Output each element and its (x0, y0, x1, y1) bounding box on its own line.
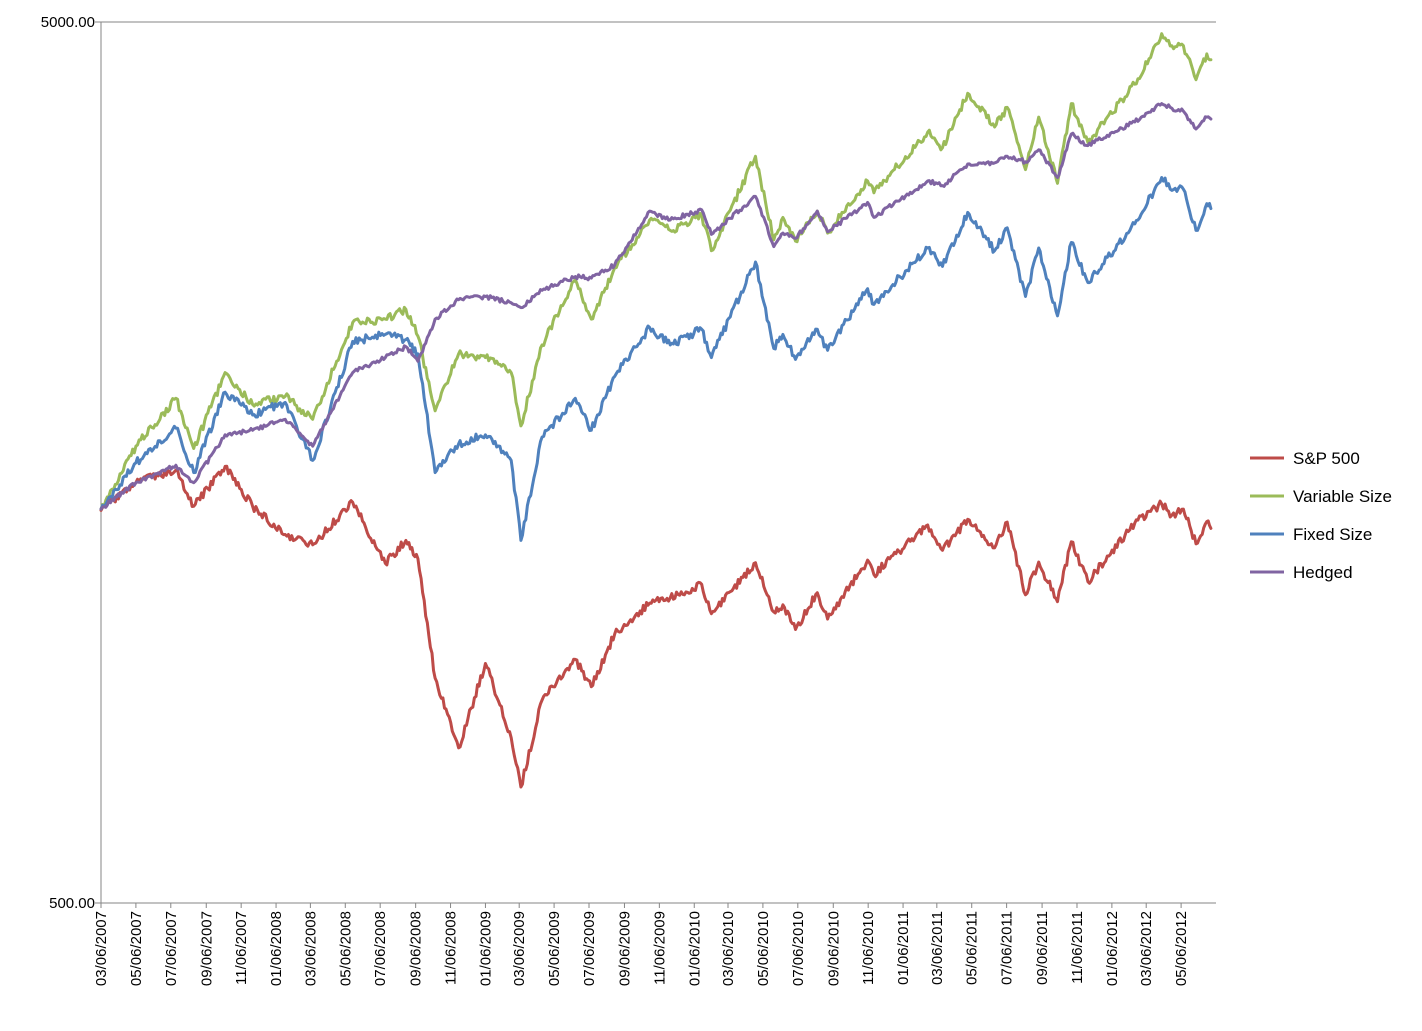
x-tick-label: 05/06/2009 (546, 911, 563, 986)
y-axis-tick-labels: 5000.00 500.00 (41, 14, 95, 912)
legend-label: Variable Size (1293, 487, 1392, 506)
legend-label: Hedged (1293, 563, 1353, 582)
x-tick-label: 11/06/2007 (233, 911, 250, 985)
x-tick-label: 05/06/2012 (1173, 911, 1190, 986)
x-tick-label: 01/06/2012 (1104, 911, 1121, 986)
x-tick-label: 07/06/2007 (163, 911, 180, 986)
x-tick-label: 09/06/2010 (825, 911, 842, 986)
legend-label: Fixed Size (1293, 525, 1372, 544)
series-line-fixed-size (99, 176, 1213, 542)
x-tick-label: 11/06/2008 (443, 911, 460, 985)
x-axis-tick-labels: 03/06/2007 05/06/2007 07/06/2007 09/06/2007… (93, 911, 1190, 986)
x-tick-label: 01/06/2009 (477, 911, 494, 986)
y-tick-label: 500.00 (49, 895, 95, 912)
series-line-s-p-500 (99, 464, 1213, 789)
x-tick-label: 01/06/2011 (895, 911, 912, 985)
series-line-variable-size (99, 32, 1213, 511)
x-tick-label: 07/06/2011 (999, 911, 1016, 985)
x-tick-label: 07/06/2008 (372, 911, 389, 986)
x-tick-label: 09/06/2008 (408, 911, 425, 986)
x-tick-label: 11/06/2009 (651, 911, 668, 985)
plot-area (99, 32, 1213, 789)
x-tick-label: 11/06/2011 (1069, 911, 1086, 984)
x-tick-label: 01/06/2010 (686, 911, 703, 986)
x-tick-label: 09/06/2011 (1034, 911, 1051, 985)
x-tick-label: 03/06/2012 (1138, 911, 1155, 986)
legend-label: S&P 500 (1293, 449, 1360, 468)
x-tick-label: 05/06/2011 (964, 911, 981, 985)
x-tick-label: 05/06/2010 (755, 911, 772, 986)
x-tick-label: 05/06/2007 (128, 911, 145, 986)
x-tick-label: 07/06/2010 (790, 911, 807, 986)
x-tick-label: 11/06/2010 (860, 911, 877, 985)
x-tick-label: 09/06/2007 (198, 911, 215, 986)
legend: S&P 500 Variable Size Fixed Size Hedged (1250, 449, 1392, 582)
x-tick-label: 03/06/2011 (929, 911, 946, 985)
series-line-hedged (99, 102, 1213, 511)
y-tick-label: 5000.00 (41, 14, 95, 31)
x-tick-label: 07/06/2009 (581, 911, 598, 986)
x-tick-label: 09/06/2009 (616, 911, 633, 986)
x-tick-label: 03/06/2008 (302, 911, 319, 986)
x-tick-label: 03/06/2009 (511, 911, 528, 986)
axes (95, 21, 1216, 908)
x-tick-label: 03/06/2007 (93, 911, 110, 986)
x-tick-label: 01/06/2008 (268, 911, 285, 986)
x-tick-label: 03/06/2010 (720, 911, 737, 986)
x-tick-label: 05/06/2008 (337, 911, 354, 986)
